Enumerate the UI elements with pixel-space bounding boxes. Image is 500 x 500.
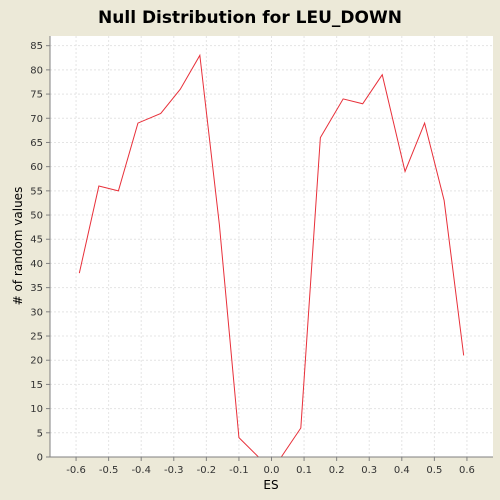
- y-tick-label: 40: [30, 259, 43, 270]
- chart-title: Null Distribution for LEU_DOWN: [98, 8, 402, 28]
- y-tick-label: 45: [30, 235, 43, 246]
- y-tick-label: 0: [37, 453, 43, 464]
- x-tick-label: 0.6: [459, 465, 475, 476]
- y-tick-label: 85: [30, 41, 43, 52]
- x-tick-label: -0.3: [164, 465, 184, 476]
- x-tick-label: -0.4: [131, 465, 151, 476]
- plot-area: [50, 36, 493, 457]
- x-tick-label: -0.6: [66, 465, 86, 476]
- x-tick-label: -0.1: [229, 465, 249, 476]
- y-tick-label: 70: [30, 114, 43, 125]
- y-axis-ticks: 0 5 10 15 20 25 30 35 40 45 50 55 60 65 70 75 80 85: [30, 41, 50, 464]
- y-tick-label: 55: [30, 186, 43, 197]
- y-tick-label: 50: [30, 211, 43, 222]
- x-tick-label: -0.5: [99, 465, 119, 476]
- y-tick-label: 65: [30, 138, 43, 149]
- x-tick-label: -0.2: [197, 465, 217, 476]
- y-axis-label: # of random values: [11, 187, 25, 306]
- y-tick-label: 35: [30, 283, 43, 294]
- x-axis-label: ES: [263, 478, 278, 492]
- x-tick-label: 0.1: [296, 465, 312, 476]
- x-tick-label: 0.5: [426, 465, 442, 476]
- y-tick-label: 20: [30, 356, 43, 367]
- y-tick-label: 10: [30, 404, 43, 415]
- y-tick-label: 25: [30, 332, 43, 343]
- y-tick-label: 80: [30, 65, 43, 76]
- y-tick-label: 15: [30, 380, 43, 391]
- x-axis-ticks: -0.6 -0.5 -0.4 -0.3 -0.2 -0.1 0.0 0.1 0.2 0.3 0.4 0…: [66, 457, 475, 476]
- y-tick-label: 60: [30, 162, 43, 173]
- x-tick-label: 0.2: [329, 465, 345, 476]
- y-tick-label: 75: [30, 90, 43, 101]
- y-tick-label: 30: [30, 307, 43, 318]
- grid-lines: [50, 36, 493, 458]
- y-tick-label: 5: [37, 428, 43, 439]
- x-tick-label: 0.3: [361, 465, 377, 476]
- x-tick-label: 0.0: [264, 465, 280, 476]
- x-tick-label: 0.4: [394, 465, 410, 476]
